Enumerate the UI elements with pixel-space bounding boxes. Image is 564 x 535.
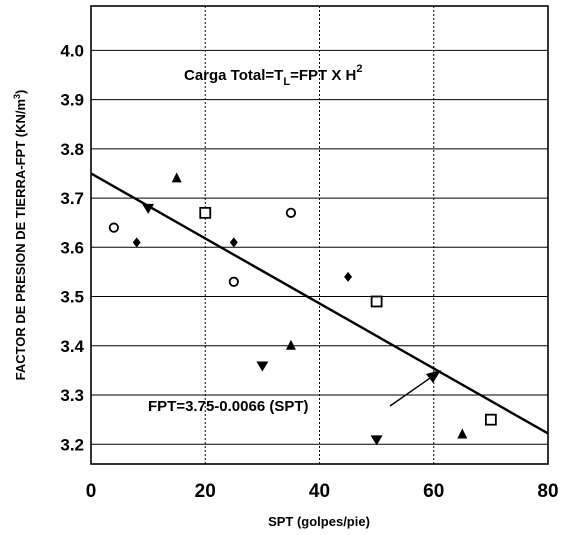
y-tick-label: 3.2 [60, 435, 84, 454]
y-tick-label: 3.4 [60, 337, 84, 356]
y-axis-label: FACTOR DE PRESION DE TIERRA-FPT (KN/m3) [12, 90, 28, 381]
equation-label: FPT=3.75-0.0066 (SPT) [148, 398, 309, 415]
y-tick-label: 4.0 [60, 41, 84, 60]
x-tick-label: 20 [195, 481, 216, 502]
y-tick-label: 3.9 [60, 91, 84, 110]
data-point-diamond [344, 271, 353, 282]
x-axis-label: SPT (golpes/pie) [268, 514, 370, 529]
x-tick-label: 0 [86, 481, 97, 502]
grid [91, 6, 548, 464]
data-point-triangle-down [370, 435, 383, 446]
chart-annotation-total: Carga Total=TL=FPT X H2 [184, 63, 362, 88]
equation-arrow [389, 375, 434, 407]
data-point-triangle-up [171, 172, 182, 183]
x-tick-label: 60 [423, 481, 444, 502]
equation-arrowhead [426, 370, 441, 383]
data-point-circle [108, 222, 119, 233]
data-point-triangle-down [256, 361, 269, 372]
data-point-diamond [229, 237, 238, 248]
data-points [108, 172, 497, 446]
y-tick-label: 3.8 [60, 140, 84, 159]
data-point-diamond [132, 237, 141, 248]
data-point-square [199, 206, 212, 219]
plot-frame [90, 5, 549, 465]
x-tick-label: 40 [309, 481, 330, 502]
x-tick-label: 80 [537, 481, 558, 502]
data-point-triangle-down [142, 203, 155, 214]
y-tick-label: 3.6 [60, 238, 84, 257]
data-point-square [370, 295, 383, 308]
y-tick-label: 3.3 [60, 386, 84, 405]
data-point-triangle-up [457, 428, 468, 439]
tick-labels: 3.2 3.3 3.4 3.5 3.6 3.7 3.8 3.9 4.0 0 20 40 60 80 [60, 41, 558, 502]
data-point-square [484, 413, 497, 426]
regression-line [90, 172, 549, 435]
y-tick-label: 3.5 [60, 288, 84, 307]
y-tick-label: 3.7 [60, 189, 84, 208]
data-point-circle [228, 276, 239, 287]
data-point-triangle-up [285, 339, 296, 350]
data-point-circle [285, 207, 297, 218]
